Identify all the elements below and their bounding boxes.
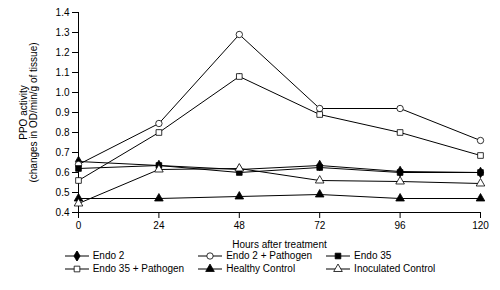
svg-text:0.4: 0.4: [56, 207, 70, 218]
svg-text:0.5: 0.5: [56, 187, 70, 198]
html-text:Endo 35 + Pathogen: Endo 35 + Pathogen: [92, 263, 185, 274]
html-text:Endo 2 + Pathogen: Endo 2 + Pathogen: [226, 250, 313, 261]
svg-text:Hours after treatment: Hours after treatment: [232, 239, 327, 250]
svg-text:0.6: 0.6: [56, 167, 70, 178]
html-text:Endo 35: Endo 35: [354, 250, 392, 261]
svg-text:0: 0: [76, 220, 82, 231]
html-text:Inoculated Control: Inoculated Control: [354, 263, 436, 274]
svg-text:PPO activity(changes in OD/min: PPO activity(changes in OD/min/g of tiss…: [18, 42, 39, 182]
svg-text:1.4: 1.4: [56, 7, 70, 18]
svg-text:1.1: 1.1: [56, 67, 70, 78]
svg-text:48: 48: [234, 220, 246, 231]
svg-text:0.8: 0.8: [56, 127, 70, 138]
html-text:Endo 2: Endo 2: [92, 250, 125, 261]
svg-text:0.7: 0.7: [56, 147, 70, 158]
svg-text:1.2: 1.2: [56, 47, 70, 58]
svg-text:120: 120: [472, 220, 489, 231]
svg-text:72: 72: [314, 220, 326, 231]
svg-text:0.9: 0.9: [56, 107, 70, 118]
html-text:Healthy Control: Healthy Control: [226, 263, 296, 274]
svg-text:96: 96: [395, 220, 407, 231]
svg-text:24: 24: [153, 220, 165, 231]
svg-text:1.3: 1.3: [56, 27, 70, 38]
svg-text:1.0: 1.0: [56, 87, 70, 98]
